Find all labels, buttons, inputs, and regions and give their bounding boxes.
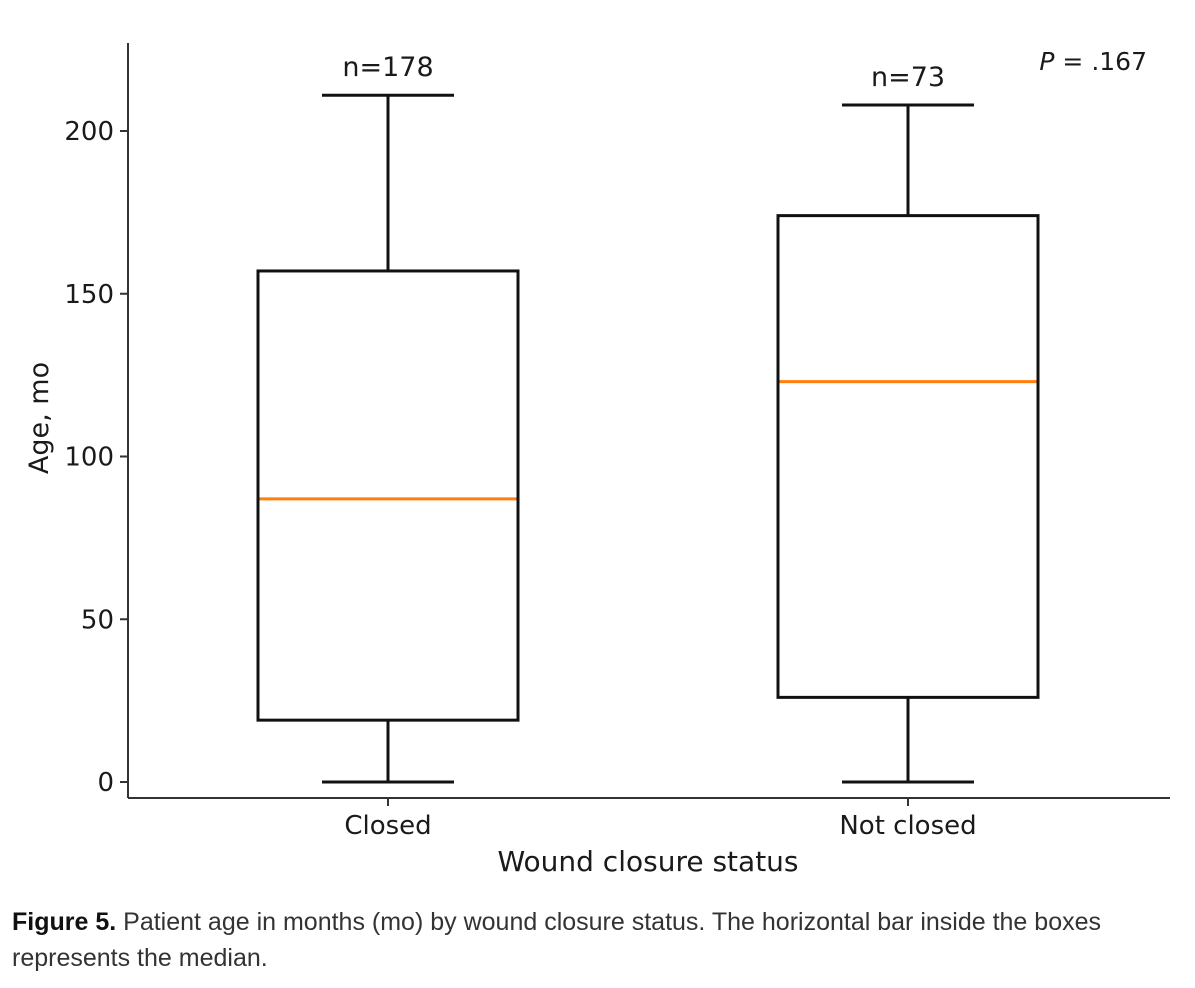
y-tick-label: 150: [64, 280, 114, 310]
iqr-box: [256, 269, 520, 722]
y-tick-label: 50: [81, 605, 114, 635]
figure-caption-text: Patient age in months (mo) by wound clos…: [12, 908, 1101, 972]
figure-caption: Figure 5. Patient age in months (mo) by …: [12, 904, 1182, 976]
y-tick-label: 200: [64, 117, 114, 147]
x-tick-label: Closed: [344, 811, 431, 841]
n-label: n=178: [342, 52, 433, 83]
x-axis-label: Wound closure status: [497, 845, 798, 878]
figure-label: Figure 5.: [12, 908, 117, 936]
box-plot: 0 50 100 150 200 Closed n=178 Not closed n=73 Ag…: [24, 43, 1170, 878]
y-tick-label: 0: [97, 768, 114, 798]
iqr-box: [776, 214, 1040, 699]
y-tick-label: 100: [64, 443, 114, 473]
p-value-annotation: P = .167: [1039, 47, 1147, 76]
n-label: n=73: [871, 62, 945, 93]
y-axis-label: Age, mo: [24, 362, 55, 474]
x-tick-label: Not closed: [839, 811, 976, 841]
